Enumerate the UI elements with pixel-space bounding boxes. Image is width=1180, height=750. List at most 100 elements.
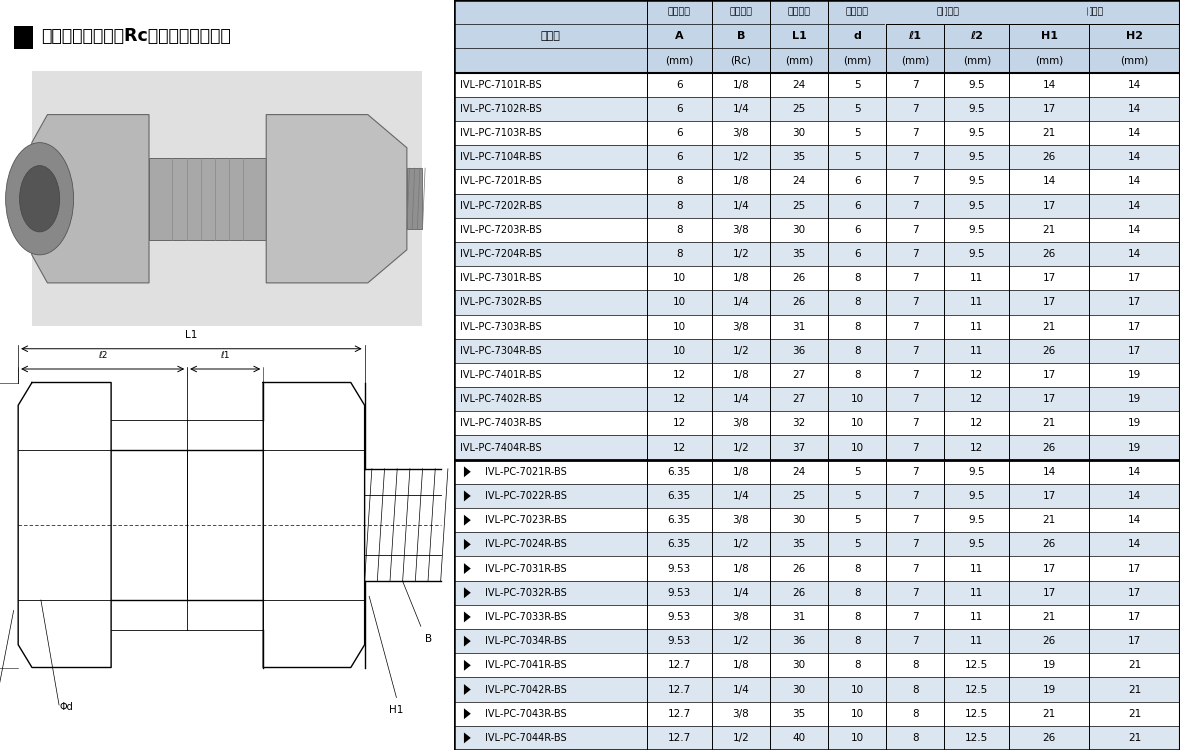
Text: 10: 10 bbox=[851, 442, 864, 452]
Text: 3/8: 3/8 bbox=[733, 419, 749, 428]
Text: 10: 10 bbox=[673, 322, 686, 332]
Text: (mm): (mm) bbox=[1035, 56, 1063, 65]
Text: IVL-PC-7204R-BS: IVL-PC-7204R-BS bbox=[460, 249, 542, 259]
Polygon shape bbox=[464, 490, 471, 502]
Text: (Rc): (Rc) bbox=[730, 56, 752, 65]
Text: (mm): (mm) bbox=[666, 56, 694, 65]
Bar bbox=[454, 363, 1180, 387]
Text: IVL-PC-7041R-BS: IVL-PC-7041R-BS bbox=[485, 660, 566, 670]
Text: 26: 26 bbox=[1043, 733, 1056, 743]
Text: 1/4: 1/4 bbox=[733, 394, 749, 404]
Text: 11: 11 bbox=[970, 298, 983, 307]
Text: 26: 26 bbox=[793, 588, 806, 598]
Text: 3/8: 3/8 bbox=[733, 322, 749, 332]
Text: (mm): (mm) bbox=[902, 56, 929, 65]
Text: 9.5: 9.5 bbox=[969, 225, 985, 235]
Text: IVL-PC-7203R-BS: IVL-PC-7203R-BS bbox=[460, 225, 542, 235]
Polygon shape bbox=[464, 466, 471, 477]
Text: 7: 7 bbox=[912, 636, 918, 646]
Text: 26: 26 bbox=[1043, 346, 1056, 355]
Text: 21: 21 bbox=[1043, 128, 1056, 138]
Text: 17: 17 bbox=[1043, 298, 1056, 307]
Bar bbox=[454, 508, 1180, 532]
Text: 7: 7 bbox=[912, 515, 918, 525]
Text: 圧力計ユニオン（Rc）　テーパーネジ: 圧力計ユニオン（Rc） テーパーネジ bbox=[41, 27, 230, 45]
Text: B: B bbox=[425, 634, 433, 644]
Text: 9.53: 9.53 bbox=[668, 588, 691, 598]
Text: 14: 14 bbox=[1128, 515, 1141, 525]
Text: 9.5: 9.5 bbox=[969, 128, 985, 138]
Bar bbox=[454, 532, 1180, 556]
Text: 12.5: 12.5 bbox=[965, 709, 989, 718]
Text: 21: 21 bbox=[1128, 660, 1141, 670]
Text: 1/8: 1/8 bbox=[733, 466, 749, 477]
Bar bbox=[454, 726, 1180, 750]
Text: ℓ2: ℓ2 bbox=[98, 351, 107, 360]
Text: (mm): (mm) bbox=[843, 56, 871, 65]
Text: 1/8: 1/8 bbox=[733, 660, 749, 670]
Text: 14: 14 bbox=[1128, 104, 1141, 114]
Bar bbox=[454, 314, 1180, 339]
Text: 25: 25 bbox=[793, 491, 806, 501]
Text: 35: 35 bbox=[793, 249, 806, 259]
Text: 6: 6 bbox=[676, 104, 682, 114]
Text: 3/8: 3/8 bbox=[733, 225, 749, 235]
Text: 14: 14 bbox=[1128, 201, 1141, 211]
Text: (mm): (mm) bbox=[963, 56, 991, 65]
Text: IVL-PC-7303R-BS: IVL-PC-7303R-BS bbox=[460, 322, 542, 332]
Text: IVL-PC-7032R-BS: IVL-PC-7032R-BS bbox=[485, 588, 566, 598]
Text: 26: 26 bbox=[793, 563, 806, 574]
Text: 31: 31 bbox=[793, 612, 806, 622]
Text: 17: 17 bbox=[1043, 104, 1056, 114]
Text: IVL-PC-7031R-BS: IVL-PC-7031R-BS bbox=[485, 563, 566, 574]
Text: 1/8: 1/8 bbox=[733, 176, 749, 187]
Text: 24: 24 bbox=[793, 176, 806, 187]
Text: 12: 12 bbox=[673, 442, 686, 452]
Bar bbox=[454, 677, 1180, 701]
Text: IVL-PC-7034R-BS: IVL-PC-7034R-BS bbox=[485, 636, 566, 646]
Text: 7: 7 bbox=[912, 322, 918, 332]
Text: 9.5: 9.5 bbox=[969, 176, 985, 187]
Bar bbox=[14, 26, 33, 49]
Text: 8: 8 bbox=[676, 201, 682, 211]
Bar bbox=[454, 121, 1180, 146]
Polygon shape bbox=[464, 636, 471, 646]
Text: IVL-PC-7201R-BS: IVL-PC-7201R-BS bbox=[460, 176, 542, 187]
Text: 7: 7 bbox=[912, 394, 918, 404]
Text: L1: L1 bbox=[185, 330, 197, 340]
Text: IVL-PC-7302R-BS: IVL-PC-7302R-BS bbox=[460, 298, 542, 307]
Text: IVL-PC-7301R-BS: IVL-PC-7301R-BS bbox=[460, 273, 542, 284]
Text: 1/2: 1/2 bbox=[733, 249, 749, 259]
Text: 35: 35 bbox=[793, 152, 806, 162]
Text: 17: 17 bbox=[1043, 273, 1056, 284]
Bar bbox=[454, 604, 1180, 629]
Text: 21: 21 bbox=[1128, 733, 1141, 743]
Text: 17: 17 bbox=[1128, 346, 1141, 355]
Text: 25: 25 bbox=[793, 104, 806, 114]
Text: 14: 14 bbox=[1043, 466, 1056, 477]
Polygon shape bbox=[464, 563, 471, 574]
Text: 7: 7 bbox=[912, 273, 918, 284]
Text: 27: 27 bbox=[793, 370, 806, 380]
Text: 7: 7 bbox=[912, 128, 918, 138]
Text: 8: 8 bbox=[854, 346, 860, 355]
Text: 21: 21 bbox=[1043, 419, 1056, 428]
Text: 37: 37 bbox=[793, 442, 806, 452]
Text: IVL-PC-7304R-BS: IVL-PC-7304R-BS bbox=[460, 346, 542, 355]
Text: 5: 5 bbox=[854, 104, 860, 114]
Text: 8: 8 bbox=[854, 660, 860, 670]
Text: 10: 10 bbox=[851, 733, 864, 743]
Text: 12: 12 bbox=[970, 370, 983, 380]
Polygon shape bbox=[464, 514, 471, 526]
Bar bbox=[454, 484, 1180, 508]
Text: 30: 30 bbox=[793, 685, 806, 694]
Text: 25: 25 bbox=[793, 201, 806, 211]
Text: H1: H1 bbox=[389, 705, 404, 715]
Text: 19: 19 bbox=[1128, 419, 1141, 428]
Text: IVL-PC-7101R-BS: IVL-PC-7101R-BS bbox=[460, 80, 542, 90]
Text: 型　式: 型 式 bbox=[540, 32, 560, 41]
Text: H2: H2 bbox=[1126, 32, 1143, 41]
Text: 10: 10 bbox=[851, 394, 864, 404]
Text: 17: 17 bbox=[1128, 322, 1141, 332]
Text: 11: 11 bbox=[970, 346, 983, 355]
